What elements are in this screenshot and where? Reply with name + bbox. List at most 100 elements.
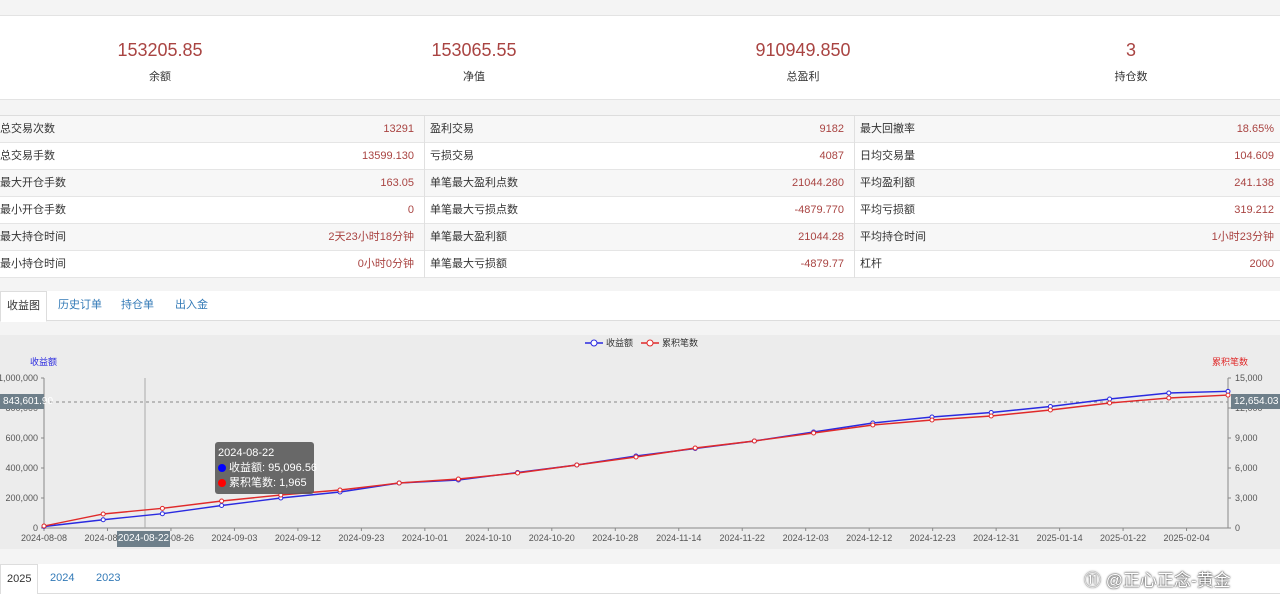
stats-value: 4087 [819,150,844,162]
stats-value: 9182 [819,123,844,135]
stats-cell: 平均盈利额 241.138 [860,170,1280,197]
stats-cell: 单笔最大盈利额 21044.28 [430,224,850,251]
x-tick-label: 2025-01-22 [1100,533,1146,543]
series-point [159,505,165,511]
tooltip-count-text: 累积笔数: 1,965 [229,477,307,489]
cursor-y-left-label: 843,601.90 [0,394,53,409]
summary-positions: 3 持仓数 [971,16,1280,100]
tab-deposits-withdrawals[interactable]: 出入金 [175,299,208,311]
y-right-tick-label: 6,000 [1235,463,1258,473]
x-tick-label: 2025-02-04 [1164,533,1210,543]
summary-balance: 153205.85 余额 [0,16,320,100]
stats-cell: 最小开仓手数 0 [0,197,420,224]
x-tick-label: 2024-10-28 [592,533,638,543]
cursor-x-label: 2024-08-22 [117,531,170,547]
x-tick-label: 2024-12-03 [783,533,829,543]
summary-label: 总盈利 [786,71,820,83]
y-left-tick-label: 200,000 [5,493,38,503]
stats-value: 1小时23分钟 [1211,231,1274,243]
y-right-tick-label: 3,000 [1235,493,1258,503]
series-point [988,413,994,419]
series-point [396,480,402,486]
x-tick-label: 2024-12-23 [910,533,956,543]
profit-chart[interactable]: 0200,000400,000600,000800,0001,000,00003… [0,335,1280,549]
series-point [1166,390,1172,396]
summary-label: 持仓数 [1114,71,1148,83]
tooltip-profit-text: 收益额: 95,096.56 [229,462,318,474]
tooltip-line-profit: 收益额: 95,096.56 [218,461,317,476]
stats-value: -4879.77 [800,258,844,270]
tab-year-2025[interactable]: 2025 [0,564,38,595]
tab-open-positions[interactable]: 持仓单 [121,299,154,311]
stats-value: 319.212 [1234,204,1274,216]
stats-key: 平均持仓时间 [860,231,926,243]
x-tick-label: 2024-10-20 [529,533,575,543]
series-point [100,517,106,523]
tab-year-2024[interactable]: 2024 [50,572,75,584]
x-tick-label: 2024-10-01 [402,533,448,543]
summary-value: 3 [1125,40,1136,60]
x-tick-label: 2024-10-10 [465,533,511,543]
profit-chart-area: 0200,000400,000600,000800,0001,000,00003… [0,335,1280,549]
red-dot-icon [218,479,226,487]
x-tick-label: 2024-09-12 [275,533,321,543]
tab-history-orders[interactable]: 历史订单 [58,299,102,311]
stats-key: 单笔最大亏损点数 [430,204,518,216]
stats-row: 总交易次数 13291 盈利交易 9182 最大回撤率 18.65% [0,116,1280,143]
stats-key: 总交易次数 [0,123,55,135]
series-point [811,430,817,436]
account-summary: 153205.85 余额 153065.55 净值 910949.850 总盈利… [0,16,1280,100]
stats-key: 最小开仓手数 [0,204,66,216]
watermark: ⑪ @正心正念-黄金 [1084,571,1231,590]
cursor-y-right-label: 12,654.03 [1231,394,1280,409]
stats-row: 最大开仓手数 163.05 单笔最大盈利点数 21044.280 平均盈利额 241.13… [0,170,1280,197]
stats-value: 13599.130 [362,150,414,162]
stats-value: 2天23小时18分钟 [328,231,414,243]
x-tick-label: 2024-09-23 [338,533,384,543]
stats-cell: 总交易手数 13599.130 [0,143,420,170]
series-point [1225,392,1231,398]
stats-row: 总交易手数 13599.130 亏损交易 4087 日均交易量 104.609 [0,143,1280,170]
stats-value: 21044.280 [792,177,844,189]
stats-key: 单笔最大盈利额 [430,231,507,243]
series-point [870,422,876,428]
x-tick-label: 2024-08-26 [148,533,194,543]
stats-key: 总交易手数 [0,150,55,162]
top-bar [0,0,1280,16]
series-point [633,454,639,460]
series-point [1047,407,1053,413]
stats-key: 单笔最大亏损额 [430,258,507,270]
series-point [337,487,343,493]
bottom-area [0,594,1280,608]
x-tick-label: 2024-08-15 [84,533,130,543]
stats-cell: 日均交易量 104.609 [860,143,1280,170]
stats-key: 平均盈利额 [860,177,915,189]
detail-tabs: 收益图 历史订单 持仓单 出入金 [0,291,1280,322]
year-tabs: 2025 2024 2023 [0,564,1280,595]
stats-cell: 总交易次数 13291 [0,116,420,143]
stats-value: 241.138 [1234,177,1274,189]
series-point [692,445,698,451]
chart-tooltip: 2024-08-22 收益额: 95,096.56 累积笔数: 1,965 [215,442,317,494]
summary-value: 153065.55 [431,40,517,60]
series-point [929,417,935,423]
stats-key: 最大回撤率 [860,123,915,135]
series-point [515,470,521,476]
tab-year-2023[interactable]: 2023 [96,572,121,584]
stats-value: 18.65% [1236,123,1274,135]
x-tick-label: 2024-12-31 [973,533,1019,543]
series-point [219,503,225,508]
tab-profit-chart[interactable]: 收益图 [0,291,47,322]
stats-value: 163.05 [380,177,414,189]
tooltip-line-count: 累积笔数: 1,965 [218,476,311,491]
stats-key: 最大持仓时间 [0,231,66,243]
blue-dot-icon [218,464,226,472]
series-point [100,511,106,517]
x-tick-label: 2025-01-14 [1037,533,1083,543]
tooltip-date: 2024-08-22 [218,447,275,459]
x-tick-label: 2024-09-03 [211,533,257,543]
stats-cell: 平均亏损额 319.212 [860,197,1280,224]
stats-key: 单笔最大盈利点数 [430,177,518,189]
stats-column-divider [424,116,425,278]
summary-value: 910949.850 [755,40,851,60]
